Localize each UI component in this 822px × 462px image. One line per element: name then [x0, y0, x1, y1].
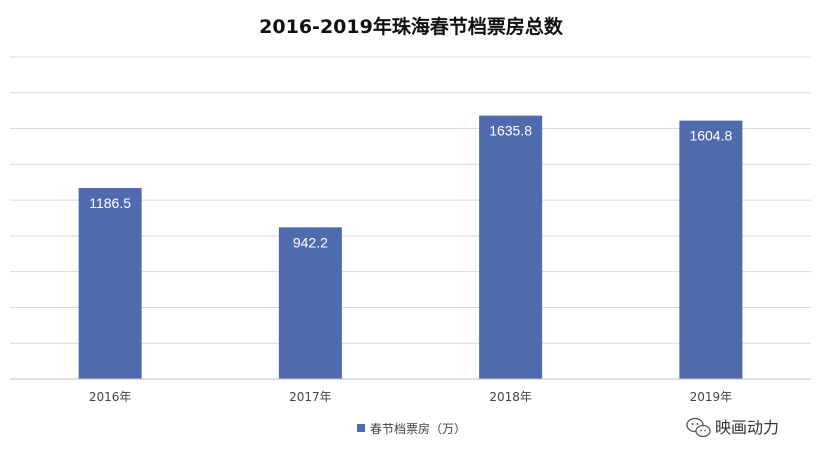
legend-swatch: [357, 424, 365, 432]
bar-2018年: [479, 115, 543, 379]
x-tick-label: 2019年: [690, 390, 733, 404]
x-tick-label: 2017年: [289, 390, 332, 404]
data-labels-group: 1186.5 942.2 1635.8 1604.8: [89, 123, 732, 251]
legend-label: 春节档票房（万）: [370, 421, 466, 436]
x-tick-label: 2018年: [489, 390, 532, 404]
watermark: 映画动力: [686, 417, 779, 438]
wechat-icon: [686, 417, 711, 438]
data-label: 1604.8: [689, 128, 732, 144]
watermark-text: 映画动力: [715, 418, 779, 437]
bar-2016年: [78, 187, 142, 379]
data-label: 942.2: [293, 234, 328, 250]
gridlines: [10, 56, 811, 344]
legend: 春节档票房（万）: [357, 421, 466, 436]
bar-2019年: [679, 120, 743, 379]
bar-2017年: [278, 227, 342, 379]
chart-title: 2016-2019年珠海春节档票房总数: [259, 15, 564, 38]
data-label: 1186.5: [89, 195, 131, 211]
x-axis-ticks: 2016年 2017年 2018年 2019年: [89, 390, 732, 404]
x-tick-label: 2016年: [89, 390, 132, 404]
bars-group: [78, 115, 743, 379]
data-label: 1635.8: [489, 123, 532, 139]
